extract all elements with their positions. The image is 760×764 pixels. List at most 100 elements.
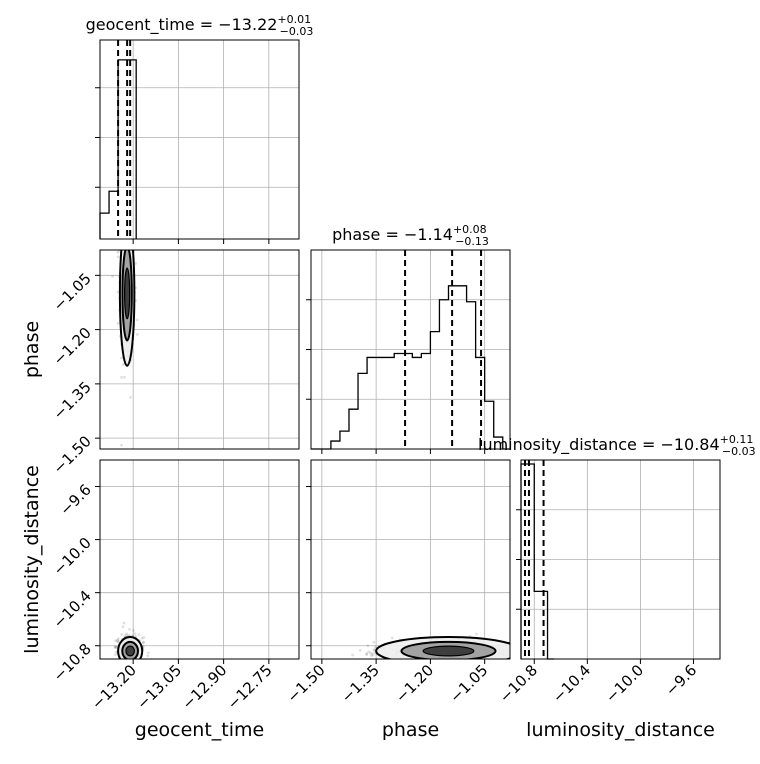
scatter-point <box>135 318 139 322</box>
scatter-point <box>368 651 372 655</box>
scatter-point <box>530 646 533 649</box>
x-tick-label-luminosity_distance: −10.4 <box>549 661 594 706</box>
scatter-point <box>127 633 131 637</box>
scatter-point <box>127 226 130 229</box>
scatter-point <box>140 636 144 640</box>
scatter-point <box>128 627 131 631</box>
scatter-point <box>128 244 131 247</box>
scatter-point <box>116 638 120 642</box>
y-tick-label-phase: −1.20 <box>50 324 95 369</box>
scatter-point <box>134 262 138 265</box>
y-tick-label-luminosity_distance: −9.6 <box>56 481 94 519</box>
y-tick-label-phase: −1.35 <box>50 378 95 423</box>
scatter-point <box>373 645 377 649</box>
x-tick-label-phase: −1.35 <box>338 661 383 706</box>
hist-panel-luminosity_distance: luminosity_distance = −10.84+0.11 −0.03 <box>478 433 756 660</box>
y-tick-label-luminosity_distance: −10.8 <box>50 640 95 685</box>
scatter-point <box>122 621 126 625</box>
scatter-point <box>120 375 123 379</box>
panel-title-geocent_time: geocent_time = −13.22+0.01 −0.03 <box>86 13 314 38</box>
title-main: luminosity_distance = −10.84 <box>478 435 720 455</box>
scatter-point <box>141 640 145 644</box>
hist-frame-geocent_time <box>99 39 300 240</box>
scatter-point <box>117 640 120 643</box>
scatter-point <box>351 653 355 657</box>
scatter-frame-phase-luminosity_distance <box>310 459 511 660</box>
scatter-point <box>358 649 362 652</box>
scatter-point <box>128 244 131 247</box>
histogram-luminosity_distance <box>520 463 555 660</box>
scatter-frame-geocent_time-phase <box>99 249 300 450</box>
scatter-point <box>475 632 478 636</box>
title-sup: +0.01 <box>277 13 311 26</box>
scatter-point <box>113 653 117 656</box>
x-axis-label-luminosity_distance: luminosity_distance <box>526 719 715 741</box>
scatter-point <box>142 641 145 645</box>
scatter-point <box>116 321 120 325</box>
scatter-point <box>120 240 123 243</box>
y-axis-label-phase: phase <box>21 321 43 378</box>
scatter-point <box>120 633 124 637</box>
scatter-point <box>123 243 126 246</box>
title-sub: −0.03 <box>722 445 756 458</box>
scatter-point <box>123 227 126 230</box>
panel-title-luminosity_distance: luminosity_distance = −10.84+0.11 −0.03 <box>478 433 756 458</box>
scatter-point <box>142 635 146 639</box>
scatter-point <box>128 240 131 243</box>
scatter-point <box>126 245 129 248</box>
scatter-point <box>135 333 139 336</box>
x-tick-label-luminosity_distance: −10.8 <box>496 661 541 706</box>
scatter-point <box>121 244 124 247</box>
scatter-point <box>129 396 132 399</box>
scatter-point <box>113 646 117 649</box>
y-tick-label-phase: −1.05 <box>50 269 95 314</box>
hist-frame-luminosity_distance <box>520 459 721 660</box>
scatter-point <box>116 290 120 294</box>
scatter-panel-geocent_time-luminosity_distance <box>100 460 299 659</box>
scatter-point <box>120 229 123 232</box>
scatter-point <box>373 648 376 652</box>
title-sup: +0.11 <box>720 433 754 446</box>
title-sub: −0.13 <box>455 235 489 248</box>
x-tick-label-geocent_time: −13.20 <box>88 661 140 713</box>
scatter-point <box>551 651 554 654</box>
scatter-point <box>114 639 118 643</box>
scatter-point <box>127 240 130 243</box>
scatter-point <box>123 245 126 248</box>
x-axis-label-phase: phase <box>382 719 439 741</box>
scatter-point <box>121 363 125 367</box>
x-tick-label-luminosity_distance: −9.6 <box>662 661 700 699</box>
scatter-point <box>130 227 133 230</box>
y-tick-label-luminosity_distance: −10.4 <box>50 587 95 632</box>
x-tick-label-geocent_time: −13.05 <box>133 661 185 713</box>
scatter-point <box>124 633 128 637</box>
scatter-point <box>365 652 369 656</box>
scatter-point <box>132 629 135 632</box>
scatter-point <box>130 241 133 244</box>
scatter-point <box>530 652 533 655</box>
scatter-point <box>371 653 375 657</box>
histogram-phase <box>311 285 510 450</box>
density-contour-2 <box>124 267 131 320</box>
scatter-point <box>128 245 131 248</box>
scatter-point <box>365 653 369 656</box>
scatter-point <box>124 240 127 243</box>
x-tick-label-geocent_time: −12.90 <box>178 661 230 713</box>
panel-title-phase: phase = −1.14+0.08 −0.13 <box>332 223 489 248</box>
scatter-point <box>121 625 125 629</box>
scatter-point <box>120 443 123 447</box>
scatter-point <box>119 356 123 360</box>
scatter-point <box>512 646 515 649</box>
scatter-point <box>526 649 529 652</box>
scatter-point <box>128 241 131 244</box>
hist-panel-geocent_time: geocent_time = −13.22+0.01 −0.03 <box>86 13 314 239</box>
hist-panel-phase: phase = −1.14+0.08 −0.13 <box>306 223 510 450</box>
scatter-point <box>127 246 130 249</box>
y-tick-label-luminosity_distance: −10.0 <box>50 534 95 579</box>
density-contour-2 <box>422 645 475 657</box>
scatter-point <box>133 632 137 636</box>
scatter-point <box>390 636 394 640</box>
hist-frame-phase <box>310 249 511 450</box>
